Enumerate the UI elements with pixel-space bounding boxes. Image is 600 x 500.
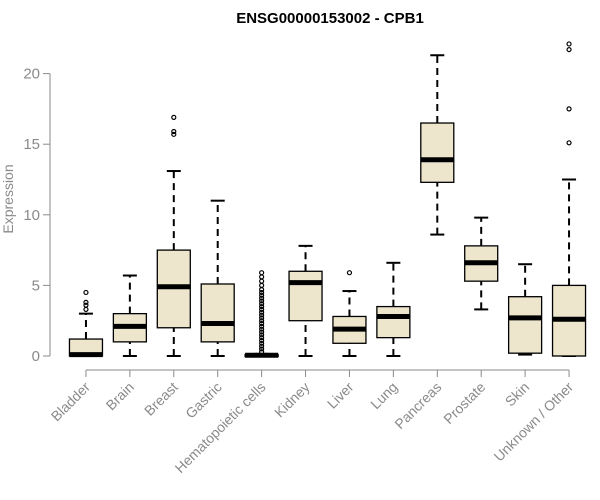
outlier-point [171, 128, 177, 135]
y-tick-label: 15 [23, 136, 40, 153]
outlier-point [259, 292, 265, 298]
outlier-point [259, 323, 265, 329]
x-tick-label: Bladder [48, 379, 94, 425]
x-tick-label: Pancreas [391, 379, 444, 432]
y-tick-label: 5 [32, 277, 40, 294]
x-tick-label: Prostate [440, 379, 488, 427]
x-tick-label: Kidney [271, 379, 313, 421]
x-tick-label: Lung [367, 379, 400, 412]
x-tick-label: Liver [324, 379, 357, 412]
iqr-box [420, 122, 455, 183]
box-gastric [200, 199, 235, 357]
x-tick-label: Gastric [182, 379, 225, 422]
outlier-point [259, 270, 265, 276]
box-prostate [464, 216, 499, 311]
outlier-point [171, 114, 177, 120]
x-tick-label: Skin [502, 379, 533, 410]
box-unknown-other [551, 41, 587, 357]
outlier-point [259, 346, 265, 352]
outlier-point [259, 312, 265, 318]
box-skin [507, 263, 543, 356]
outlier-point [259, 309, 265, 315]
outlier-point [259, 315, 265, 321]
x-tick-label: Unknown / Other [491, 379, 577, 465]
outlier-point [259, 318, 265, 324]
outlier-point [171, 131, 177, 137]
outlier-point [259, 320, 265, 327]
outlier-point [259, 306, 265, 313]
outlier-point [566, 46, 572, 53]
outlier-point [566, 41, 572, 47]
y-axis-label: Expression [0, 164, 16, 233]
outlier-point [259, 295, 265, 301]
iqr-box [288, 270, 323, 322]
outlier-point [259, 329, 265, 335]
outlier-point [259, 335, 265, 341]
box-breast [156, 114, 191, 357]
outlier-point [259, 289, 265, 296]
outlier-point [346, 270, 353, 276]
outlier-point [83, 306, 89, 313]
chart-title: ENSG00000153002 - CPB1 [236, 10, 424, 27]
box-pancreas [420, 54, 455, 236]
y-tick-label: 10 [23, 207, 40, 224]
outlier-point [259, 303, 265, 310]
outlier-point [83, 299, 89, 305]
outlier-point [259, 301, 265, 307]
outlier-point [259, 274, 265, 280]
plot-area [68, 41, 587, 358]
y-tick-label: 0 [32, 348, 40, 365]
y-tick-label: 20 [23, 66, 40, 83]
outlier-point [259, 326, 265, 332]
outlier-point [259, 349, 265, 355]
outlier-point [566, 140, 572, 146]
outlier-point [259, 282, 265, 288]
iqr-box [376, 305, 411, 339]
iqr-box [200, 283, 235, 343]
y-axis: 0 5 10 15 20 [23, 66, 51, 365]
box-liver [332, 270, 367, 357]
outlier-point [83, 289, 89, 296]
box-bladder [68, 289, 104, 358]
box-hematopoietic-cells [244, 270, 279, 358]
outlier-point [83, 302, 89, 308]
box-kidney [288, 244, 323, 357]
box-brain [112, 274, 148, 357]
outlier-point [259, 343, 265, 349]
outlier-point [259, 298, 265, 304]
iqr-box [507, 296, 543, 354]
outlier-point [259, 340, 265, 346]
outlier-point [259, 332, 265, 338]
outlier-point [566, 106, 572, 112]
box-lung [376, 261, 411, 357]
x-tick-label: Breast [141, 379, 181, 419]
outlier-point [259, 337, 265, 344]
outlier-point [259, 278, 265, 284]
x-tick-label: Brain [103, 379, 137, 413]
